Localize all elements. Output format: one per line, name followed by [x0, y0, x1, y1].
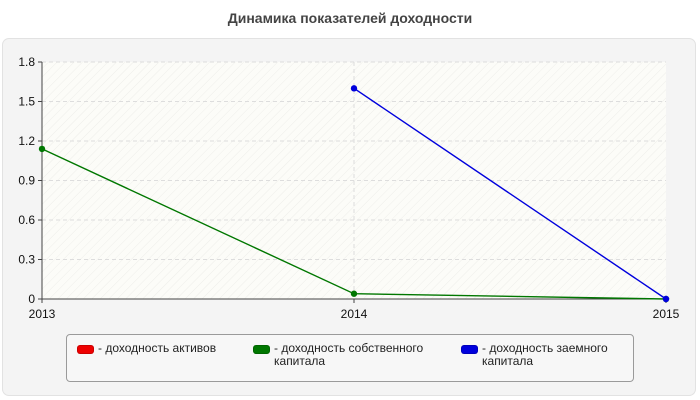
- x-tick-label: 2013: [29, 307, 56, 321]
- y-axis-ticks: 0 0.3 0.6 0.9 1.2 1.5 1.8: [18, 55, 42, 306]
- y-tick-label: 1.8: [18, 55, 35, 69]
- y-tick-label: 0.9: [18, 174, 35, 188]
- y-tick-label: 0.3: [18, 253, 35, 267]
- legend-swatch-debt: [461, 345, 478, 354]
- data-point-1: [350, 290, 358, 297]
- y-tick-label: 1.2: [18, 134, 35, 148]
- data-point-1: [38, 145, 46, 153]
- y-tick-label: 0: [28, 292, 35, 306]
- legend: - доходность активов - доходность собств…: [66, 334, 634, 382]
- x-axis-ticks: 2013 2014 2015: [29, 299, 680, 321]
- data-point-2: [350, 85, 358, 92]
- x-tick-label: 2014: [341, 307, 368, 321]
- y-tick-label: 1.5: [18, 95, 35, 109]
- grid-lines: [42, 61, 666, 299]
- legend-swatch-equity: [253, 345, 270, 354]
- legend-label-debt: - доходность заемного капитала: [482, 341, 608, 368]
- legend-swatch-assets: [77, 345, 94, 354]
- legend-label-assets: - доходность активов: [98, 341, 217, 355]
- series-line-2: [353, 87, 667, 300]
- y-tick-label: 0.6: [18, 213, 35, 227]
- data-point-2: [662, 295, 670, 303]
- legend-item-equity: - доходность собственного капитала: [253, 342, 444, 368]
- x-tick-label: 2015: [653, 307, 680, 321]
- chart-title: Динамика показателей доходности: [227, 10, 473, 26]
- legend-label-equity: - доходность собственного капитала: [274, 341, 424, 368]
- legend-item-debt: - доходность заемного капитала: [461, 342, 632, 368]
- legend-item-assets: - доходность активов: [77, 342, 248, 355]
- series-group: [38, 85, 670, 303]
